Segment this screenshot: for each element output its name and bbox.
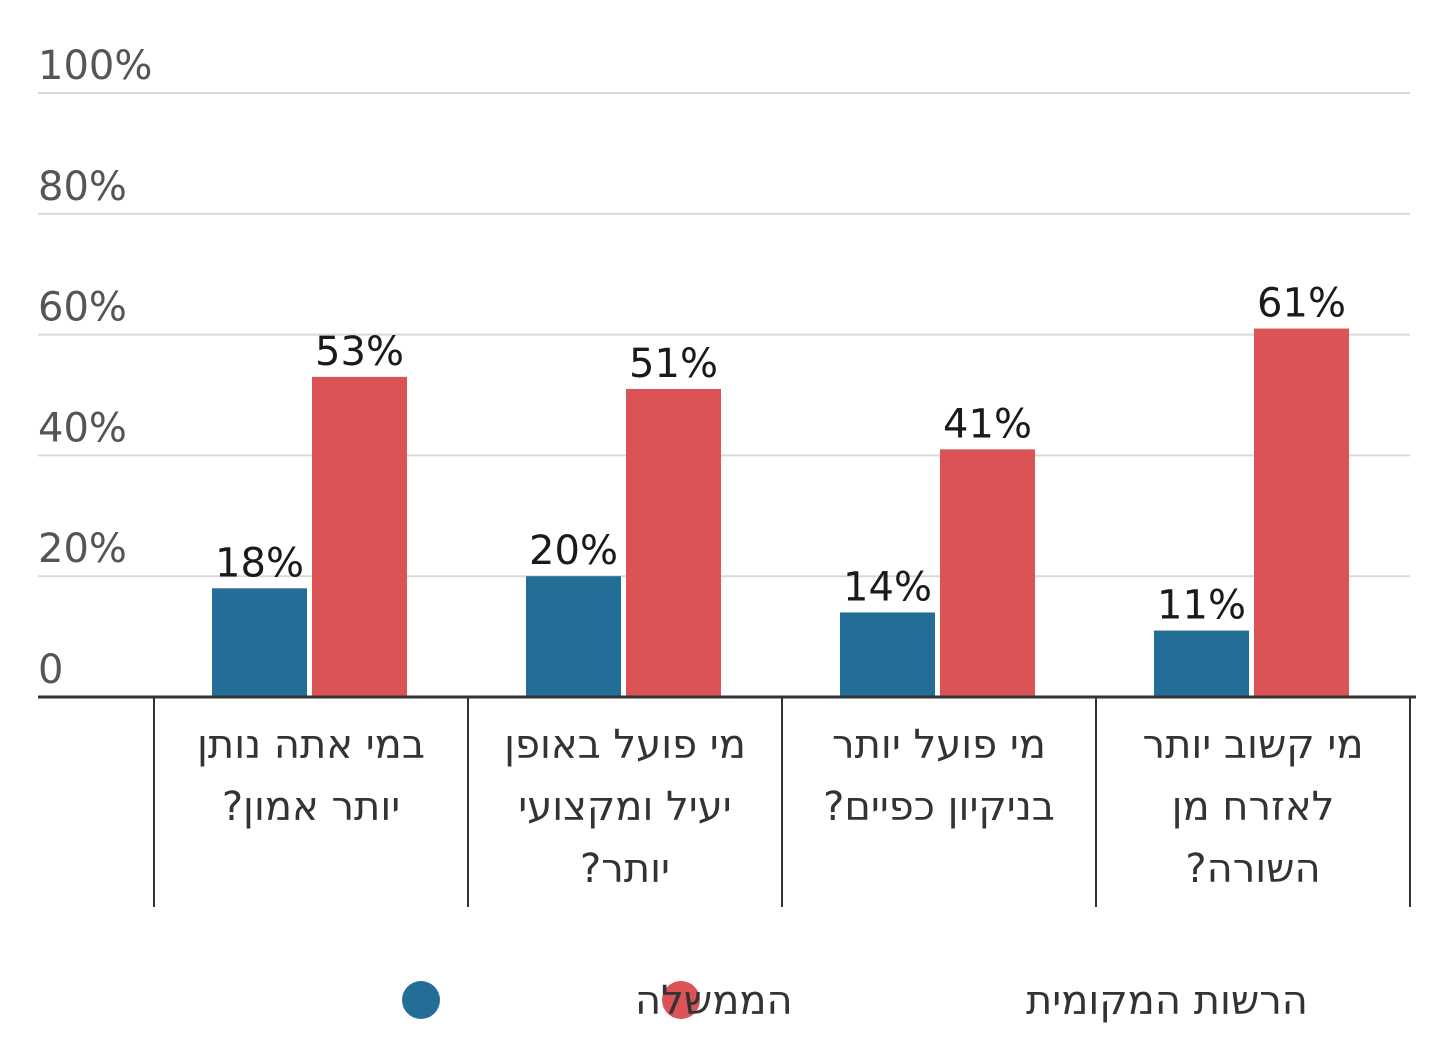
data-label: 11% [1157,583,1246,629]
category-label-line: במי אתה נותן [197,722,425,768]
y-tick-label: 60% [38,285,127,331]
category-label-line: יעיל ומקצועי [518,784,731,830]
y-tick-label: 100% [38,43,152,89]
bar [212,588,307,697]
y-axis-ticks: 0 20% 40% 60% 80% 100% [38,43,152,693]
data-label: 14% [843,564,932,610]
category-label: מי פועל יותר בניקיון כפיים? [823,722,1055,830]
category-labels: במי אתה נותן יותר אמון? מי פועל באופן יעיל … [197,722,1363,892]
bar [840,612,935,697]
data-label: 51% [629,341,718,387]
legend: הרשות המקומית הממשלה [402,978,1308,1024]
category-label-line: השורה? [1185,846,1320,892]
bar [940,449,1035,697]
bar [1254,328,1349,697]
data-label: 18% [215,540,304,586]
bars [212,328,1349,697]
category-label-line: יותר? [580,846,670,892]
category-label-line: מי קשוב יותר [1143,722,1364,768]
legend-swatch [402,981,440,1019]
y-tick-label: 20% [38,526,127,572]
gridlines [38,92,1410,578]
category-label-line: בניקיון כפיים? [823,784,1055,830]
category-label: במי אתה נותן יותר אמון? [197,722,425,830]
data-label: 61% [1257,281,1346,327]
bar [626,388,721,697]
category-label: מי קשוב יותר לאזרח מן השורה? [1143,722,1364,892]
data-labels: 18% 20% 14% 11% 53% 51% 41% 61% [215,281,1346,629]
y-tick-label: 0 [38,647,63,693]
category-label-line: מי פועל יותר [832,722,1046,768]
data-label: 53% [315,329,404,375]
category-label-line: יותר אמון? [222,784,400,830]
bar [1154,630,1249,697]
legend-swatch [662,981,700,1019]
category-label-line: מי פועל באופן [504,722,746,768]
x-axis [38,695,1416,907]
y-tick-label: 80% [38,164,127,210]
legend-label: הרשות המקומית [1026,978,1308,1024]
category-label-line: לאזרח מן [1172,784,1335,830]
bar [526,576,621,697]
data-label: 20% [529,528,618,574]
y-tick-label: 40% [38,405,127,451]
bar [312,376,407,697]
legend-label: הממשלה [635,978,793,1024]
category-label: מי פועל באופן יעיל ומקצועי יותר? [504,722,746,892]
data-label: 41% [943,401,1032,447]
